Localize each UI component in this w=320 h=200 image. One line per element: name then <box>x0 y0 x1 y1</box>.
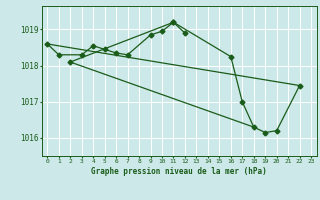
X-axis label: Graphe pression niveau de la mer (hPa): Graphe pression niveau de la mer (hPa) <box>91 167 267 176</box>
